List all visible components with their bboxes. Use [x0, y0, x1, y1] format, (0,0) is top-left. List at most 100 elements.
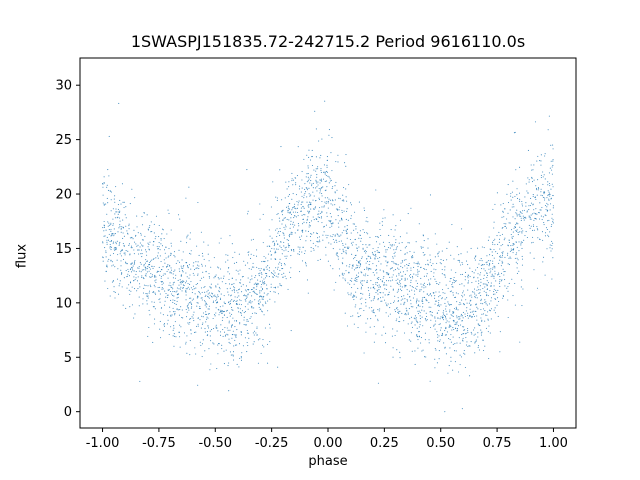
data-point [146, 271, 148, 273]
data-point [178, 288, 180, 290]
data-point [377, 320, 379, 322]
data-point [248, 268, 250, 270]
data-point [416, 335, 418, 338]
data-point [355, 296, 357, 298]
data-point [517, 259, 519, 261]
data-point [482, 287, 484, 290]
data-point [392, 347, 394, 349]
data-point [385, 332, 387, 334]
data-point [103, 176, 105, 178]
data-point [164, 290, 166, 292]
data-point [148, 249, 151, 251]
data-point [551, 183, 553, 185]
data-point [389, 268, 391, 270]
data-point [353, 296, 355, 298]
data-point [415, 280, 417, 282]
data-point [390, 302, 392, 304]
data-point [406, 278, 409, 280]
data-point [351, 277, 353, 279]
data-point [421, 350, 423, 352]
data-point [126, 287, 128, 289]
data-point [551, 244, 553, 247]
data-point [234, 296, 236, 298]
data-point [368, 255, 370, 258]
data-point [419, 290, 421, 292]
data-point [411, 255, 414, 257]
data-point [359, 234, 361, 236]
data-point [179, 336, 181, 338]
data-point [505, 223, 507, 225]
data-point [197, 261, 199, 263]
data-point [303, 214, 305, 216]
data-point [252, 238, 254, 240]
data-point [547, 190, 549, 192]
data-point [240, 304, 242, 306]
data-point [346, 208, 348, 210]
data-point [434, 323, 436, 325]
data-point [511, 236, 513, 238]
data-point [353, 258, 355, 260]
data-point [252, 332, 254, 334]
data-point [279, 245, 281, 247]
data-point [462, 337, 464, 339]
data-point [497, 274, 499, 276]
data-point [408, 264, 410, 266]
data-point [383, 271, 385, 273]
data-point [215, 285, 217, 287]
data-point [375, 283, 377, 285]
data-point [445, 310, 447, 312]
data-point [509, 222, 511, 224]
data-point [547, 194, 549, 196]
data-point [440, 259, 442, 261]
data-point [518, 231, 521, 233]
data-point [259, 218, 261, 220]
data-point [456, 307, 458, 310]
data-point [236, 296, 238, 298]
data-point [481, 268, 483, 270]
data-point [364, 249, 366, 251]
data-point [419, 321, 421, 323]
data-point [277, 268, 279, 270]
data-point [133, 279, 135, 282]
data-point [201, 252, 204, 254]
data-point [261, 287, 264, 290]
data-point [502, 211, 504, 213]
data-point [425, 298, 427, 300]
data-point [520, 217, 522, 219]
data-point [357, 265, 359, 267]
data-point [512, 231, 514, 233]
data-point [270, 286, 272, 288]
data-point [407, 213, 409, 215]
data-point [204, 331, 206, 333]
data-point [159, 320, 161, 322]
data-point [228, 322, 230, 324]
data-point [136, 245, 138, 247]
data-point [462, 326, 464, 328]
data-point [420, 277, 422, 280]
data-point [137, 232, 139, 234]
data-point [360, 280, 362, 282]
data-point [333, 241, 335, 243]
data-point [248, 251, 250, 253]
data-point [532, 195, 534, 197]
data-point [186, 311, 188, 313]
data-point [410, 276, 412, 278]
data-point [253, 291, 255, 293]
data-point [507, 252, 509, 254]
data-point [131, 247, 133, 249]
data-point [506, 193, 508, 195]
data-point [418, 263, 420, 265]
data-point [262, 298, 264, 300]
data-point [119, 283, 121, 285]
data-point [254, 292, 256, 294]
data-point [288, 212, 291, 214]
data-point [154, 276, 156, 278]
data-point [469, 311, 472, 313]
data-point [290, 223, 292, 225]
data-point [438, 305, 441, 307]
data-point [270, 206, 272, 208]
data-point [119, 241, 121, 244]
data-point [523, 209, 525, 211]
data-point [353, 283, 355, 285]
data-point [217, 266, 219, 268]
